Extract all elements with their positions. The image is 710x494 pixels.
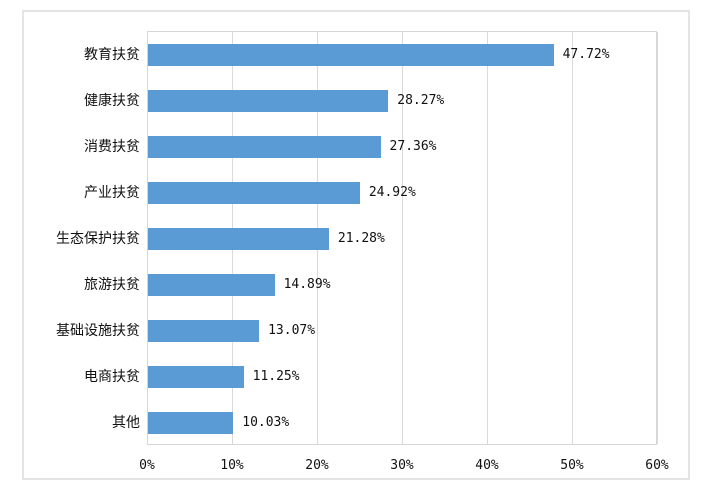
- bar: [148, 320, 260, 342]
- bar: [148, 228, 329, 250]
- category-label: 其他: [112, 415, 140, 431]
- value-label: 13.07%: [268, 323, 316, 338]
- gridline: [657, 32, 658, 444]
- value-label: 11.25%: [252, 369, 300, 384]
- category-label: 电商扶贫: [84, 369, 140, 385]
- value-label: 28.27%: [397, 93, 445, 108]
- category-label: 教育扶贫: [84, 47, 140, 63]
- x-tick-label: 40%: [475, 458, 499, 473]
- value-label: 27.36%: [389, 139, 437, 154]
- x-tick-label: 20%: [305, 458, 329, 473]
- x-tick-label: 0%: [139, 458, 155, 473]
- x-tick-label: 60%: [645, 458, 669, 473]
- x-axis: 0% 10% 20% 30% 40% 50% 60%: [139, 452, 669, 476]
- value-label: 14.89%: [283, 277, 331, 292]
- chart-panel: 教育扶贫健康扶贫消费扶贫产业扶贫生态保护扶贫旅游扶贫基础设施扶贫电商扶贫其他 4…: [22, 10, 690, 480]
- x-tick-label: 30%: [390, 458, 414, 473]
- bar: [148, 136, 381, 158]
- gridline: [402, 32, 403, 444]
- plot-area: 47.72% 28.27% 27.36% 24.92% 21.28% 14.89% 13.0…: [147, 31, 658, 445]
- value-label: 10.03%: [242, 415, 290, 430]
- category-label: 消费扶贫: [84, 139, 140, 155]
- x-tick-label: 50%: [560, 458, 584, 473]
- category-label: 旅游扶贫: [84, 277, 140, 293]
- gridline: [487, 32, 488, 444]
- gridline: [572, 32, 573, 444]
- x-tick-label: 10%: [220, 458, 244, 473]
- category-label: 健康扶贫: [84, 93, 140, 109]
- bar: [148, 366, 244, 388]
- bar: [148, 412, 234, 434]
- bar: [148, 90, 389, 112]
- bar: [148, 44, 554, 66]
- value-label: 21.28%: [337, 231, 385, 246]
- category-label: 产业扶贫: [84, 185, 140, 201]
- category-axis: 教育扶贫健康扶贫消费扶贫产业扶贫生态保护扶贫旅游扶贫基础设施扶贫电商扶贫其他: [24, 31, 140, 445]
- bar: [148, 182, 360, 204]
- category-label: 基础设施扶贫: [56, 323, 140, 339]
- category-label: 生态保护扶贫: [56, 231, 140, 247]
- bar: [148, 274, 275, 296]
- value-label: 47.72%: [562, 47, 610, 62]
- value-label: 24.92%: [368, 185, 416, 200]
